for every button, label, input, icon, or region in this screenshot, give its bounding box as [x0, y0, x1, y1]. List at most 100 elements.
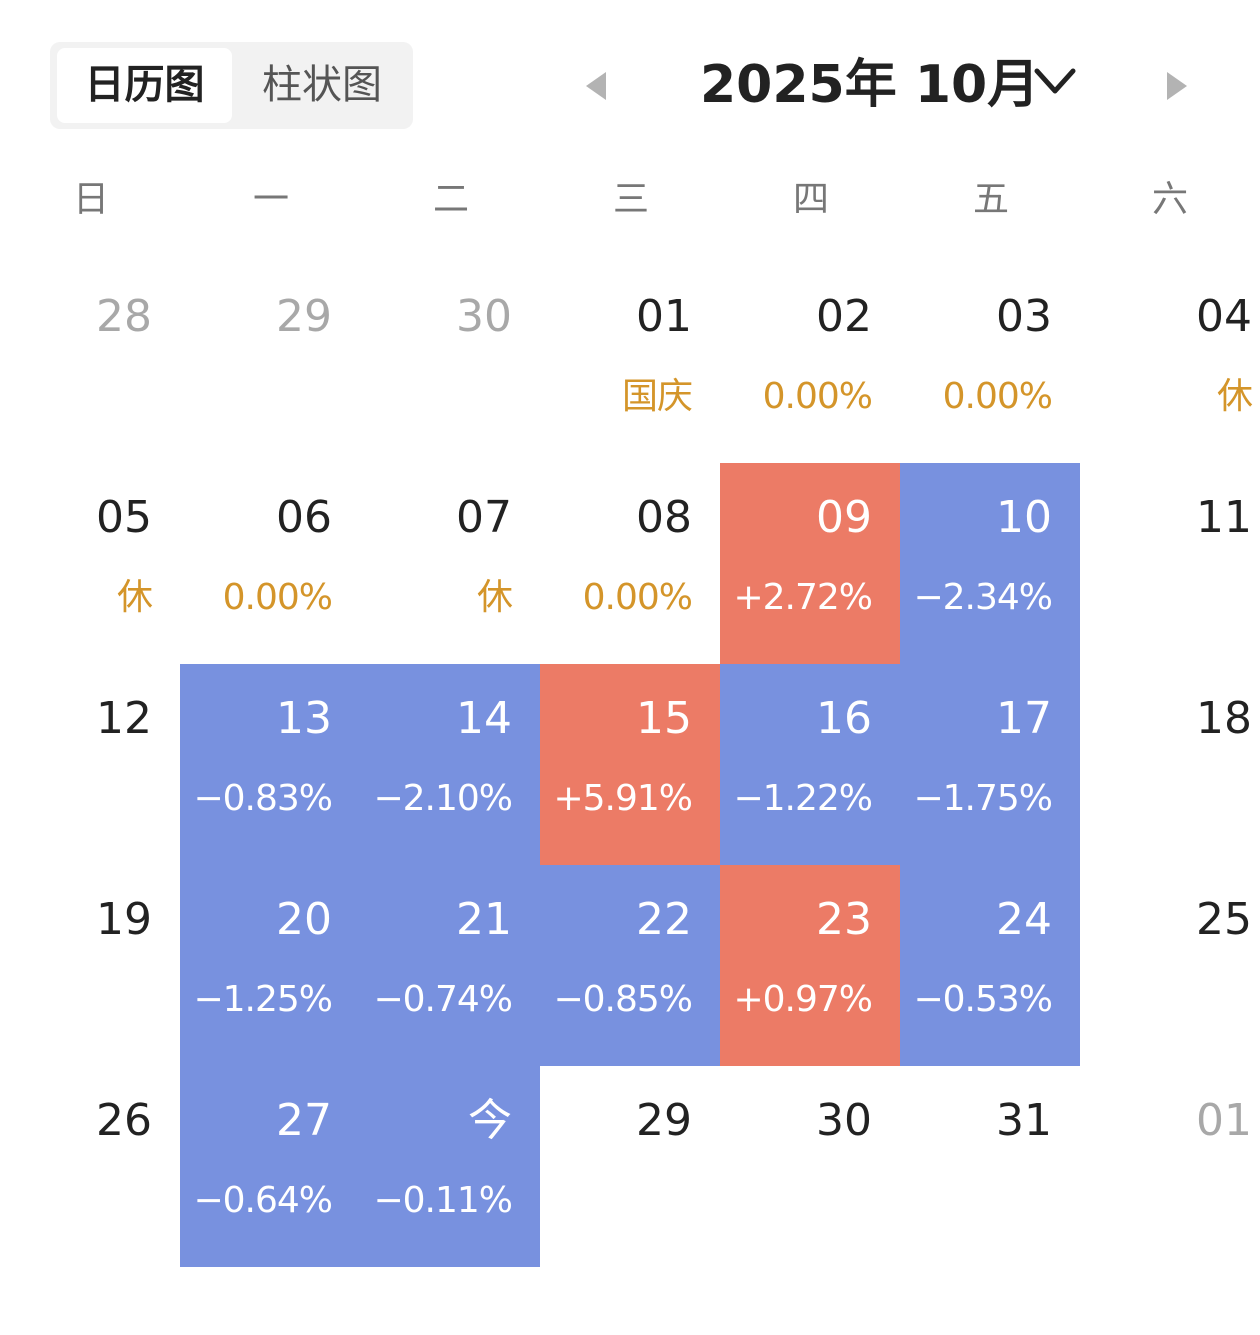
calendar-day-cell[interactable]: 17 −1.75% [900, 664, 1080, 865]
calendar-day-cell[interactable]: 10 −2.34% [900, 463, 1080, 664]
day-number: 27 [276, 1095, 332, 1146]
day-number: 04 [1196, 291, 1252, 342]
daily-change-label: +5.91% [553, 778, 693, 819]
view-toggle: 日历图 柱状图 [50, 42, 413, 129]
chevron-down-icon[interactable] [1032, 62, 1078, 102]
calendar-day-cell: 07 休 [360, 463, 540, 664]
daily-change-label: +2.72% [733, 577, 873, 618]
tab-calendar-view[interactable]: 日历图 [57, 48, 232, 123]
day-number: 05 [96, 492, 152, 543]
daily-change-label: +0.97% [733, 979, 873, 1020]
tab-bar-chart-view[interactable]: 柱状图 [262, 62, 382, 108]
daily-change-label: −1.25% [193, 979, 333, 1020]
day-number: 08 [636, 492, 692, 543]
daily-change-label: −1.75% [913, 778, 1053, 819]
weekday-label: 五 [972, 179, 1009, 220]
day-number: 15 [636, 693, 692, 744]
daily-change-label: −2.34% [913, 577, 1053, 618]
calendar-day-cell[interactable]: 27 −0.64% [180, 1066, 360, 1267]
calendar-day-cell[interactable]: 24 −0.53% [900, 865, 1080, 1066]
calendar-day-cell: 18 [1080, 664, 1260, 865]
day-number: 28 [96, 291, 152, 342]
weekday-label: 三 [612, 179, 649, 220]
day-number: 09 [816, 492, 872, 543]
weekday-label: 四 [792, 179, 829, 220]
weekday-label: 二 [432, 179, 469, 220]
daily-change-label: 0.00% [582, 577, 693, 618]
day-number: 17 [996, 693, 1052, 744]
triangle-right-icon[interactable] [1155, 66, 1195, 106]
day-number: 06 [276, 492, 332, 543]
calendar-day-cell: 11 [1080, 463, 1260, 664]
calendar-day-cell: 25 [1080, 865, 1260, 1066]
calendar-day-cell[interactable]: 09 +2.72% [720, 463, 900, 664]
daily-change-label: −0.83% [193, 778, 333, 819]
calendar-day-cell[interactable]: 15 +5.91% [540, 664, 720, 865]
holiday-label: 休 [1216, 376, 1253, 417]
calendar-day-cell: 01 国庆 [540, 262, 720, 463]
day-number: 25 [1196, 894, 1252, 945]
day-number: 01 [1196, 1095, 1252, 1146]
day-number: 01 [636, 291, 692, 342]
calendar-day-cell: 30 [360, 262, 540, 463]
calendar-day-cell: 31 [900, 1066, 1080, 1267]
daily-change-label: −2.10% [373, 778, 513, 819]
weekday-label: 一 [252, 179, 289, 220]
calendar-day-cell: 03 0.00% [900, 262, 1080, 463]
day-number: 02 [816, 291, 872, 342]
calendar-day-cell[interactable]: 20 −1.25% [180, 865, 360, 1066]
day-number: 29 [276, 291, 332, 342]
day-number: 31 [996, 1095, 1052, 1146]
daily-change-label: −0.74% [373, 979, 513, 1020]
day-number: 22 [636, 894, 692, 945]
daily-change-label: −1.22% [733, 778, 873, 819]
calendar-day-cell: 29 [540, 1066, 720, 1267]
daily-change-label: 0.00% [942, 376, 1053, 417]
daily-change-label: 0.00% [762, 376, 873, 417]
day-number: 30 [816, 1095, 872, 1146]
today-label: 今 [468, 1095, 512, 1146]
day-number: 07 [456, 492, 512, 543]
month-title[interactable]: 2025年 10月 [700, 55, 1040, 115]
calendar-day-cell[interactable]: 今 −0.11% [360, 1066, 540, 1267]
calendar-day-cell: 08 0.00% [540, 463, 720, 664]
holiday-label: 休 [116, 577, 153, 618]
calendar-day-cell[interactable]: 14 −2.10% [360, 664, 540, 865]
calendar-day-cell[interactable]: 16 −1.22% [720, 664, 900, 865]
calendar-day-cell[interactable]: 22 −0.85% [540, 865, 720, 1066]
calendar-day-cell: 02 0.00% [720, 262, 900, 463]
calendar-day-cell: 28 [0, 262, 180, 463]
calendar-day-cell[interactable]: 13 −0.83% [180, 664, 360, 865]
day-number: 20 [276, 894, 332, 945]
calendar-day-cell: 01 [1080, 1066, 1260, 1267]
daily-change-label: −0.64% [193, 1180, 333, 1221]
day-number: 19 [96, 894, 152, 945]
calendar-day-cell: 30 [720, 1066, 900, 1267]
day-number: 30 [456, 291, 512, 342]
calendar-day-cell[interactable]: 23 +0.97% [720, 865, 900, 1066]
calendar-day-cell: 06 0.00% [180, 463, 360, 664]
calendar-day-cell[interactable]: 21 −0.74% [360, 865, 540, 1066]
calendar-day-cell: 12 [0, 664, 180, 865]
weekday-label: 六 [1151, 179, 1188, 220]
daily-change-label: −0.11% [373, 1180, 513, 1221]
day-number: 11 [1196, 492, 1252, 543]
triangle-left-icon[interactable] [578, 66, 618, 106]
day-number: 18 [1196, 693, 1252, 744]
daily-change-label: −0.85% [553, 979, 693, 1020]
day-number: 26 [96, 1095, 152, 1146]
daily-change-label: 0.00% [222, 577, 333, 618]
calendar-day-cell: 19 [0, 865, 180, 1066]
day-number: 24 [996, 894, 1052, 945]
holiday-label: 国庆 [621, 376, 693, 417]
day-number: 23 [816, 894, 872, 945]
calendar-day-cell: 04 休 [1080, 262, 1260, 463]
calendar-day-cell: 26 [0, 1066, 180, 1267]
day-number: 16 [816, 693, 872, 744]
calendar-day-cell: 29 [180, 262, 360, 463]
calendar-day-cell: 05 休 [0, 463, 180, 664]
day-number: 14 [456, 693, 512, 744]
day-number: 21 [456, 894, 512, 945]
holiday-label: 休 [476, 577, 513, 618]
day-number: 12 [96, 693, 152, 744]
